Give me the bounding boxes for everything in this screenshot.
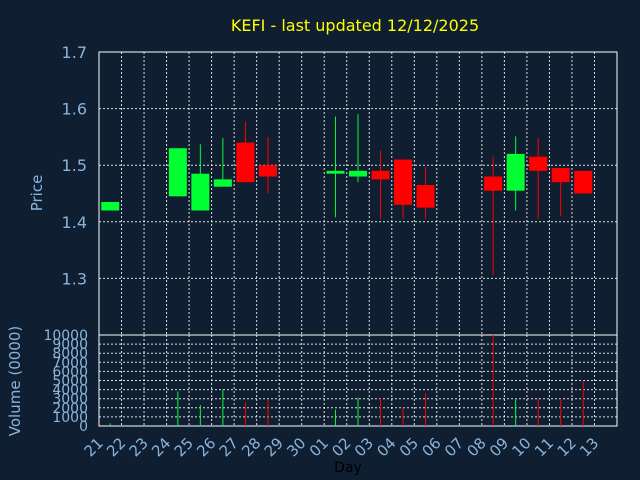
volume-bars xyxy=(109,335,584,426)
volume-tick-label: 10000 xyxy=(43,328,88,344)
candle-body xyxy=(551,168,570,183)
candle-12 xyxy=(574,170,593,194)
price-tick-label: 1.3 xyxy=(62,269,87,288)
volume-tick-label: 9000 xyxy=(52,337,88,353)
candle-09 xyxy=(506,136,525,211)
day-axis-ticks: 2122232425262728293001020304050607080910… xyxy=(81,434,603,460)
candle-03 xyxy=(371,150,390,219)
candle-body xyxy=(191,173,210,211)
chart-title: KEFI - last updated 12/12/2025 xyxy=(231,16,479,35)
volume-tick-label: 8000 xyxy=(52,346,88,362)
volume-tick-label: 0 xyxy=(79,419,88,435)
volume-grid xyxy=(99,335,617,426)
candle-body xyxy=(506,153,525,191)
price-axis-label: Price xyxy=(28,175,46,212)
candle-body xyxy=(348,170,368,177)
candle-04 xyxy=(394,159,413,219)
candle-body xyxy=(484,176,503,191)
candle-21 xyxy=(101,201,120,211)
volume-tick-label: 3000 xyxy=(52,392,88,408)
candle-11 xyxy=(551,168,570,217)
price-candles xyxy=(101,114,593,276)
candle-24 xyxy=(168,148,187,197)
candle-26 xyxy=(213,138,232,187)
price-tick-label: 1.4 xyxy=(62,213,87,232)
candle-body xyxy=(574,170,593,194)
volume-tick-label: 2000 xyxy=(52,401,88,417)
price-grid xyxy=(99,52,617,335)
candle-05 xyxy=(416,166,435,219)
candle-body xyxy=(236,142,255,183)
candle-body xyxy=(213,179,232,187)
candle-body xyxy=(416,185,435,208)
volume-axis-label: Volume (0000) xyxy=(6,326,24,436)
candle-body xyxy=(371,170,390,180)
price-tick-label: 1.7 xyxy=(62,43,87,62)
candle-body xyxy=(394,159,413,205)
volume-tick-label: 5000 xyxy=(52,374,88,390)
candle-body xyxy=(529,156,548,171)
volume-tick-label: 1000 xyxy=(52,410,88,426)
volume-tick-label: 7000 xyxy=(52,355,88,371)
candle-01 xyxy=(326,116,345,218)
candle-10 xyxy=(529,138,548,219)
candle-body xyxy=(168,148,187,197)
price-tick-label: 1.6 xyxy=(62,100,87,119)
volume-axis-ticks: 0100020003000400050006000700080009000100… xyxy=(43,328,88,435)
candle-body xyxy=(258,165,277,177)
volume-tick-label: 4000 xyxy=(52,383,88,399)
candle-body xyxy=(326,170,345,174)
candle-25 xyxy=(191,144,210,211)
candle-27 xyxy=(236,121,255,183)
price-tick-label: 1.5 xyxy=(62,156,87,175)
volume-tick-label: 6000 xyxy=(52,364,88,380)
candle-08 xyxy=(484,156,503,276)
day-axis-label: Day xyxy=(334,460,362,476)
candle-body xyxy=(101,201,120,211)
candle-02 xyxy=(348,114,368,183)
price-axis-ticks: 1.3 1.4 1.5 1.6 1.7 xyxy=(62,43,87,288)
candle-28 xyxy=(258,136,277,194)
